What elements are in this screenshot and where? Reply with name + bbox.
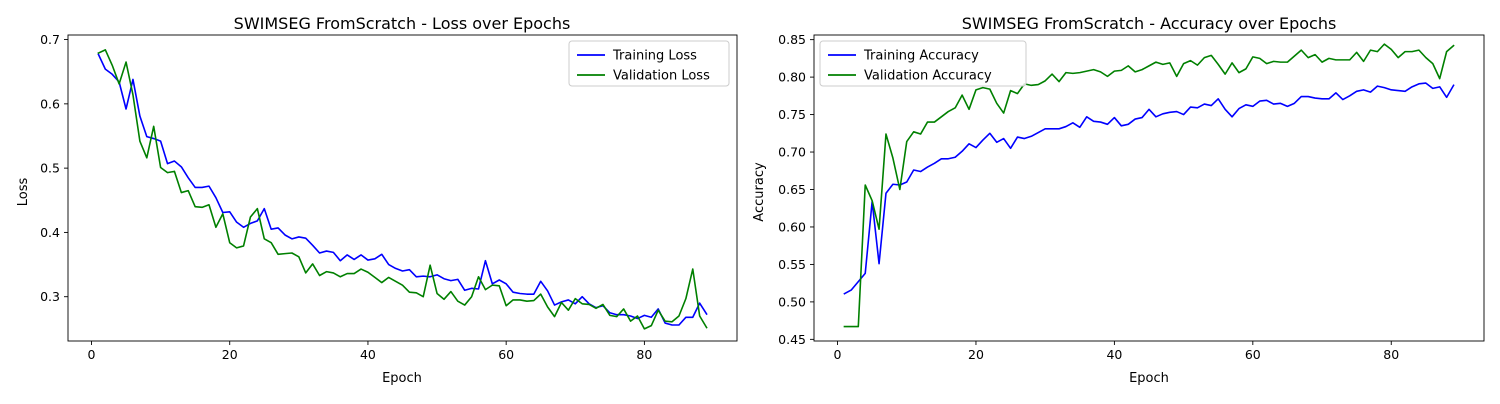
accuracy-y-tick-label: 0.70: [778, 145, 806, 160]
accuracy-axes-frame: [813, 34, 1485, 342]
loss-legend-label-0: Training Loss: [612, 49, 697, 64]
loss-y-tick-label: 0.5: [40, 161, 60, 176]
loss-chart-title: SWIMSEG FromScratch - Loss over Epochs: [234, 14, 571, 33]
accuracy-y-tick-label: 0.45: [778, 332, 806, 347]
loss-legend: Training Loss Validation Loss: [568, 40, 730, 87]
accuracy-x-tick-label: 20: [968, 347, 984, 362]
accuracy-legend-box: [819, 40, 1027, 87]
loss-x-tick-label: 80: [636, 347, 652, 362]
accuracy-y-tick-label: 0.85: [778, 32, 806, 47]
loss-legend-label-1: Validation Loss: [613, 69, 710, 84]
loss-x-axis-label: Epoch: [382, 371, 422, 386]
accuracy-chart: SWIMSEG FromScratch - Accuracy over Epoc…: [752, 14, 1485, 386]
loss-chart: SWIMSEG FromScratch - Loss over Epochs E…: [16, 14, 738, 386]
accuracy-x-tick-label: 40: [1106, 347, 1122, 362]
loss-y-tick-label: 0.6: [40, 96, 60, 111]
accuracy-y-axis-label: Accuracy: [752, 162, 767, 222]
loss-y-tick-label: 0.3: [40, 289, 60, 304]
accuracy-legend-label-1: Validation Accuracy: [864, 69, 992, 84]
accuracy-x-axis-label: Epoch: [1129, 371, 1169, 386]
accuracy-y-tick-label: 0.65: [778, 182, 806, 197]
accuracy-y-tick-label: 0.80: [778, 70, 806, 85]
accuracy-chart-title: SWIMSEG FromScratch - Accuracy over Epoc…: [962, 14, 1337, 33]
loss-x-tick-label: 20: [222, 347, 238, 362]
loss-series-line-1: [97, 49, 708, 330]
loss-y-tick-label: 0.7: [40, 32, 60, 47]
loss-legend-box: [568, 40, 730, 87]
accuracy-y-tick-label: 0.50: [778, 294, 806, 309]
loss-axes-frame: [67, 34, 738, 342]
loss-y-axis-label: Loss: [16, 178, 31, 207]
accuracy-x-tick-label: 80: [1383, 347, 1399, 362]
accuracy-legend-label-0: Training Accuracy: [863, 49, 979, 64]
accuracy-y-tick-label: 0.75: [778, 107, 806, 122]
accuracy-series-line-0: [843, 82, 1455, 295]
accuracy-series-line-1: [843, 43, 1455, 328]
loss-x-tick-label: 40: [360, 347, 376, 362]
accuracy-y-tick-label: 0.60: [778, 219, 806, 234]
accuracy-y-tick-label: 0.55: [778, 257, 806, 272]
accuracy-legend: Training Accuracy Validation Accuracy: [819, 40, 1027, 87]
loss-y-tick-label: 0.4: [40, 225, 60, 240]
loss-x-tick-label: 60: [498, 347, 514, 362]
accuracy-x-tick-label: 60: [1245, 347, 1261, 362]
loss-x-tick-label: 0: [88, 347, 96, 362]
accuracy-x-tick-label: 0: [834, 347, 842, 362]
